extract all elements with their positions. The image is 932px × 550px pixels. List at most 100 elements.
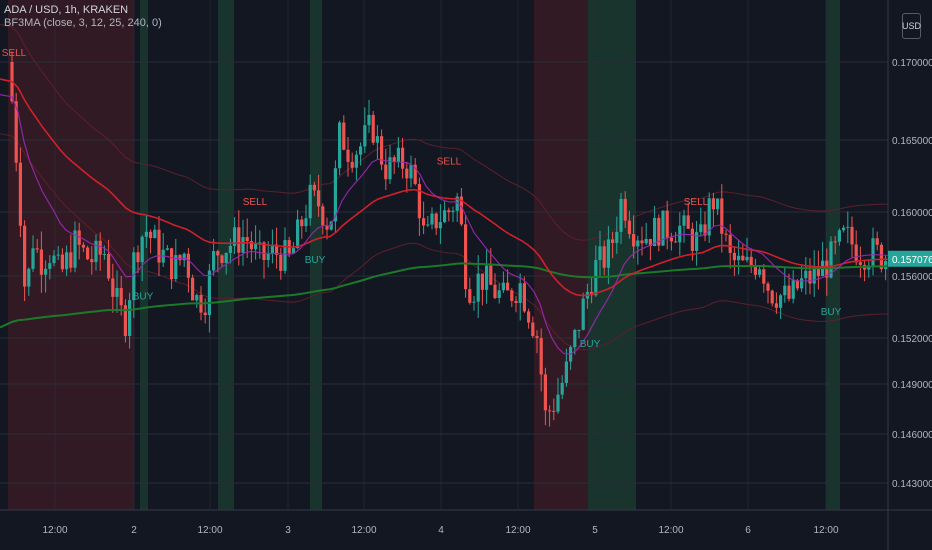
candle-body xyxy=(367,114,371,126)
candle-body xyxy=(413,164,417,185)
candle xyxy=(338,120,342,176)
candle-body xyxy=(636,240,640,247)
candle-body xyxy=(14,101,18,163)
candle-body xyxy=(312,184,316,191)
time-tick-label: 6 xyxy=(745,525,751,536)
candle-body xyxy=(779,295,783,308)
candle-body xyxy=(182,253,186,261)
candle xyxy=(216,249,220,273)
time-tick-label: 12:00 xyxy=(197,525,222,536)
currency-button[interactable]: USD xyxy=(902,13,921,39)
candle-body xyxy=(140,236,144,263)
candle-body xyxy=(90,259,94,263)
candle xyxy=(703,211,707,242)
ma-bands xyxy=(0,23,889,351)
candle xyxy=(388,144,392,184)
candle-body xyxy=(690,228,694,251)
candle-body xyxy=(644,239,648,244)
candle-body xyxy=(392,157,396,162)
candle-body xyxy=(850,226,854,245)
candle-body xyxy=(60,254,64,270)
candle xyxy=(52,250,56,267)
candle xyxy=(308,174,312,226)
candle xyxy=(98,232,102,271)
candle xyxy=(359,142,363,166)
candle-body xyxy=(615,231,619,243)
candle-body xyxy=(829,241,833,278)
candle-body xyxy=(212,251,216,271)
candle xyxy=(401,137,405,179)
candle-body xyxy=(144,231,148,237)
candle-body xyxy=(476,273,480,302)
candle xyxy=(304,204,308,233)
candle xyxy=(875,231,879,251)
candle xyxy=(821,241,825,277)
candle-body xyxy=(732,252,736,261)
candle-body xyxy=(627,220,631,235)
candle-body xyxy=(833,241,837,243)
candle-body xyxy=(207,270,211,316)
candle xyxy=(140,235,144,282)
candle-body xyxy=(783,285,787,296)
upper-band xyxy=(0,23,889,241)
candle xyxy=(829,236,833,279)
candle-body xyxy=(472,301,476,303)
candle xyxy=(346,136,350,177)
candle-body xyxy=(846,226,850,228)
candle-body xyxy=(745,256,749,261)
signal-buy-3: BUY xyxy=(305,255,326,266)
candle xyxy=(430,207,434,230)
candle-body xyxy=(102,254,106,256)
candle-body xyxy=(602,246,606,268)
price-tick-label: 0.170000 xyxy=(892,58,932,69)
candle-body xyxy=(459,196,463,225)
candle-body xyxy=(86,247,90,260)
candle xyxy=(678,212,682,256)
candle xyxy=(178,254,182,266)
candle-body xyxy=(447,210,451,213)
candle-body xyxy=(514,300,518,303)
candle xyxy=(161,233,165,267)
candle xyxy=(417,177,421,236)
candle-body xyxy=(279,254,283,271)
candle-body xyxy=(237,227,241,253)
candle-body xyxy=(275,244,279,255)
candle xyxy=(602,240,606,276)
candle-body xyxy=(871,238,875,266)
candle xyxy=(254,225,258,260)
candle xyxy=(560,375,564,400)
candle-body xyxy=(317,190,321,207)
candle xyxy=(606,226,610,285)
ma-fast-line xyxy=(0,94,889,355)
candle-body xyxy=(451,210,455,213)
candle xyxy=(695,220,699,266)
time-tick-label: 3 xyxy=(285,525,291,536)
candle-body xyxy=(787,285,791,299)
last-price-badge xyxy=(888,250,932,267)
candle xyxy=(770,289,774,307)
candle-body xyxy=(165,248,169,250)
candle-body xyxy=(665,210,669,238)
candle xyxy=(611,232,615,259)
candle-body xyxy=(375,136,379,143)
price-tick-label: 0.160000 xyxy=(892,208,932,219)
candle-body xyxy=(577,329,581,331)
candle xyxy=(325,217,329,240)
candle xyxy=(741,244,745,262)
candle xyxy=(837,228,841,246)
candle xyxy=(716,198,720,216)
candle-body xyxy=(468,289,472,303)
last-price-label: 0.157076 xyxy=(892,255,932,266)
candle xyxy=(632,215,636,259)
candle-body xyxy=(241,237,245,253)
candle-body xyxy=(581,298,585,330)
candle-body xyxy=(98,240,102,255)
candle xyxy=(653,206,657,247)
candle-body xyxy=(720,198,724,234)
candle-body xyxy=(291,248,295,254)
price-tick-label: 0.152000 xyxy=(892,334,932,345)
candle xyxy=(783,267,787,303)
candle-body xyxy=(249,240,253,250)
candle-body xyxy=(858,262,862,265)
